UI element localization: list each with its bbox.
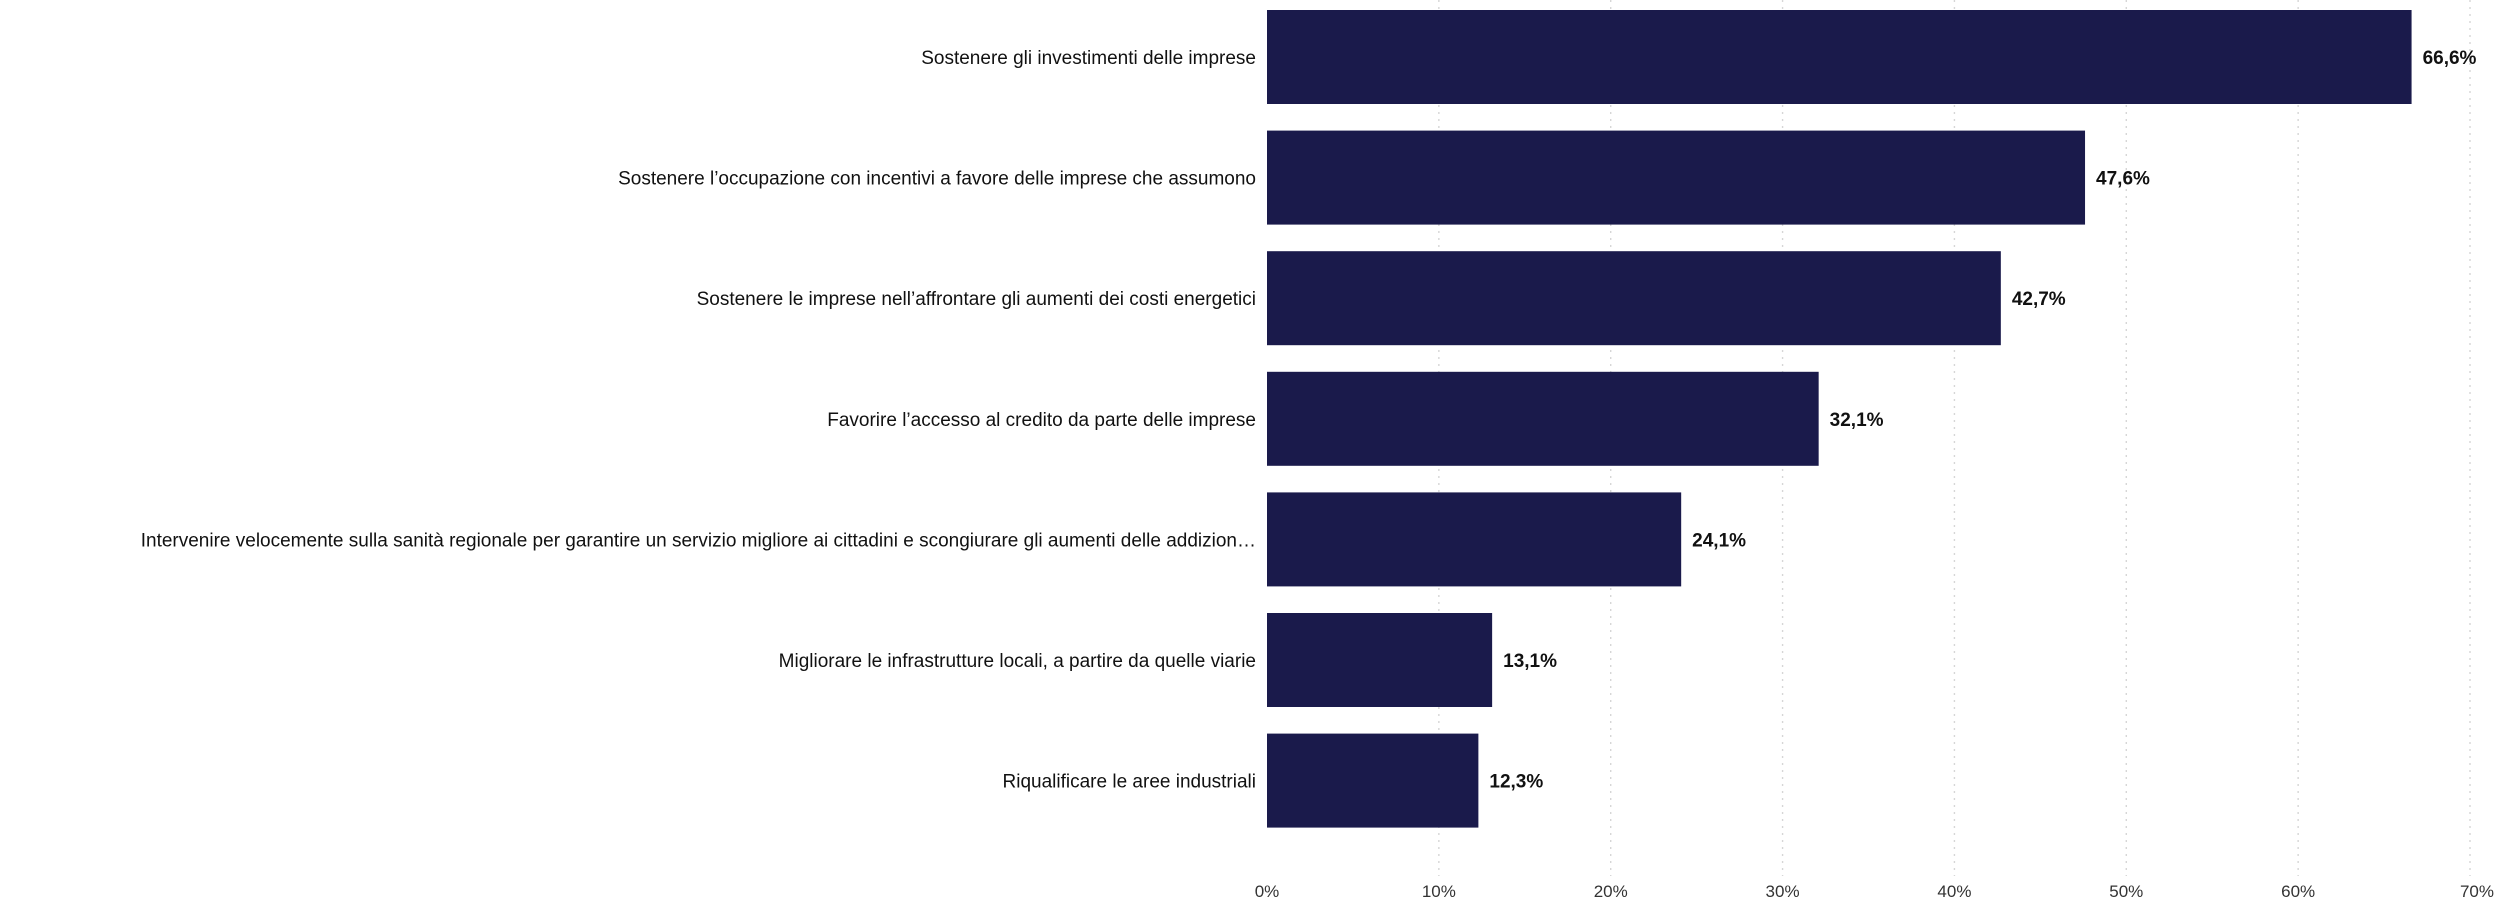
x-tick-label: 10% (1422, 882, 1456, 901)
x-tick-label: 0% (1255, 882, 1280, 901)
bar (1267, 10, 2412, 104)
bar (1267, 130, 2086, 225)
value-label: 66,6% (2423, 48, 2477, 69)
category-label: Sostenere le imprese nell’affrontare gli… (697, 289, 1256, 310)
bar (1267, 733, 1479, 828)
bar (1267, 613, 1493, 707)
value-labels: 66,6% 47,6% 42,7% 32,1% 24,1% 13,1% 12,3% (1489, 48, 2476, 793)
value-label: 42,7% (2012, 289, 2066, 310)
bar (1267, 251, 2001, 346)
value-label: 24,1% (1692, 530, 1746, 551)
x-tick-label: 60% (2281, 882, 2315, 901)
category-label: Sostenere l’occupazione con incentivi a … (618, 169, 1256, 190)
bars (1267, 10, 2412, 828)
category-labels: Sostenere gli investimenti delle imprese… (141, 48, 1256, 793)
value-label: 32,1% (1830, 410, 1884, 431)
value-label: 12,3% (1489, 772, 1543, 793)
x-tick-label: 30% (1766, 882, 1800, 901)
x-tick-label: 40% (1937, 882, 1971, 901)
bar (1267, 371, 1819, 466)
x-tick-label: 70% (2460, 882, 2494, 901)
category-label: Riqualificare le aree industriali (1003, 772, 1256, 793)
category-label: Intervenire velocemente sulla sanità reg… (141, 530, 1256, 551)
category-label: Sostenere gli investimenti delle imprese (921, 48, 1256, 69)
x-tick-label: 50% (2109, 882, 2143, 901)
bar (1267, 492, 1682, 587)
value-label: 47,6% (2096, 169, 2150, 190)
category-label: Favorire l’accesso al credito da parte d… (827, 410, 1256, 431)
value-label: 13,1% (1503, 651, 1557, 672)
category-label: Migliorare le infrastrutture locali, a p… (779, 651, 1256, 672)
x-axis-ticks: 0% 10% 20% 30% 40% 50% 60% 70% (1255, 882, 2494, 901)
x-tick-label: 20% (1594, 882, 1628, 901)
